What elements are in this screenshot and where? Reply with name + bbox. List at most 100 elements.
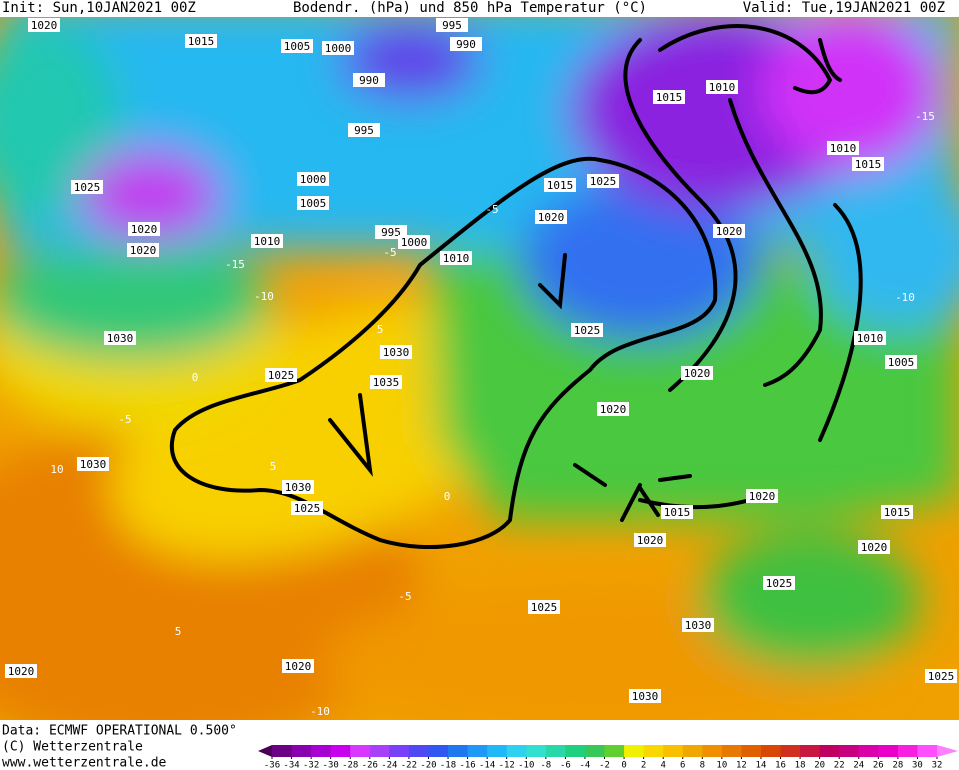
colorbar-tick-label: -24	[381, 761, 397, 770]
colorbar-tick-label: 4	[660, 761, 665, 770]
label-box	[265, 368, 297, 382]
isotherm-label: -10	[895, 291, 915, 304]
isotherm-label: 5	[175, 625, 182, 638]
colorbar-swatch	[624, 745, 645, 757]
label-box	[852, 157, 884, 171]
label-box	[436, 18, 468, 32]
temperature-field	[0, 17, 959, 720]
colorbar-swatch	[878, 745, 899, 757]
label-box	[661, 505, 693, 519]
label-box	[251, 234, 283, 248]
colorbar-arrow	[258, 745, 272, 757]
colorbar-tick-label: -32	[303, 761, 319, 770]
label-box	[297, 172, 329, 186]
label-box	[535, 210, 567, 224]
colorbar-tick-label: -8	[540, 761, 551, 770]
label-box	[629, 689, 661, 703]
isotherm-label: -10	[254, 290, 274, 303]
label-box	[681, 366, 713, 380]
isobar-label: 1030	[107, 332, 134, 345]
isobar-label: 1005	[300, 197, 327, 210]
colorbar-tick-label: 8	[700, 761, 705, 770]
colorbar-swatch	[487, 745, 508, 757]
colorbar-tick-label: -36	[264, 761, 280, 770]
colorbar-swatch	[526, 745, 547, 757]
label-box	[282, 480, 314, 494]
colorbar-swatch	[369, 745, 390, 757]
colorbar-tick-label: 20	[814, 761, 825, 770]
label-box	[450, 37, 482, 51]
isobar-label: 1030	[632, 690, 659, 703]
label-box	[587, 174, 619, 188]
colorbar-tick-label: -26	[362, 761, 378, 770]
colorbar-tick-label: 16	[775, 761, 786, 770]
colorbar-swatch	[448, 745, 469, 757]
colorbar-swatch	[604, 745, 625, 757]
isobar-label: 1020	[131, 223, 158, 236]
colorbar-tick-label: 10	[716, 761, 727, 770]
isobar-label: 1025	[766, 577, 793, 590]
colorbar-tick-label: 24	[853, 761, 864, 770]
label-box	[348, 123, 380, 137]
data-source: Data: ECMWF OPERATIONAL 0.500°	[2, 724, 237, 739]
isobar-label: 1030	[685, 619, 712, 632]
colorbar-swatch	[408, 745, 429, 757]
label-box	[440, 251, 472, 265]
colorbar-swatch	[311, 745, 332, 757]
isobar-label: 1025	[268, 369, 295, 382]
isobar-label: 1000	[325, 42, 352, 55]
isobar-label: 1020	[861, 541, 888, 554]
colorbar-tick-label: 18	[795, 761, 806, 770]
valid-time: Valid: Tue,19JAN2021 00Z	[743, 0, 945, 16]
isotherm-label: -15	[915, 110, 935, 123]
label-box	[281, 39, 313, 53]
isotherm-label: 0	[444, 490, 451, 503]
label-box	[597, 402, 629, 416]
colorbar-swatch	[330, 745, 351, 757]
isobar-label: 1020	[130, 244, 157, 257]
isobar-label: 1020	[637, 534, 664, 547]
copyright: (C) Wetterzentrale	[2, 740, 143, 755]
isobar-label: 1015	[884, 506, 911, 519]
colorbar-tick-label: 26	[873, 761, 884, 770]
isobar-label: 1020	[749, 490, 776, 503]
isobar-label: 1025	[74, 181, 101, 194]
colorbar-swatch	[721, 745, 742, 757]
isobar-label: 1000	[401, 236, 428, 249]
colorbar-swatch	[702, 745, 723, 757]
colorbar-tick-label: 22	[834, 761, 845, 770]
map-title: Bodendr. (hPa) und 850 hPa Temperatur (°…	[293, 0, 647, 16]
label-box	[127, 243, 159, 257]
colorbar-tick-label: -20	[420, 761, 436, 770]
isobar-label: 1020	[538, 211, 565, 224]
colorbar-tick-label: 32	[932, 761, 943, 770]
colorbar-tick-label: -34	[283, 761, 299, 770]
isobar-label: 1025	[574, 324, 601, 337]
colorbar-swatch	[741, 745, 762, 757]
colorbar-tick-label: -14	[479, 761, 495, 770]
isobar-label: 1005	[284, 40, 311, 53]
isobar-label: 1025	[294, 502, 321, 515]
label-box	[881, 505, 913, 519]
label-box	[653, 90, 685, 104]
colorbar-tick-label: -28	[342, 761, 358, 770]
isobar-label: 995	[354, 124, 374, 137]
isotherm-label: -10	[310, 705, 330, 718]
isobar-label: 1010	[254, 235, 281, 248]
label-box	[5, 664, 37, 678]
isobar-label: 1015	[664, 506, 691, 519]
label-box	[297, 196, 329, 210]
isobar-label: 1020	[684, 367, 711, 380]
colorbar-tick-label: 2	[641, 761, 646, 770]
colorbar-tick-label: -10	[518, 761, 534, 770]
label-box	[282, 659, 314, 673]
isobar-label: 990	[359, 74, 379, 87]
isotherm-label: 0	[192, 371, 199, 384]
colorbar-swatch	[643, 745, 664, 757]
isotherm-label: -5	[383, 246, 396, 259]
colorbar-swatch	[506, 745, 527, 757]
colorbar-swatch	[428, 745, 449, 757]
colorbar-tick-label: -16	[459, 761, 475, 770]
colorbar-swatch	[858, 745, 879, 757]
